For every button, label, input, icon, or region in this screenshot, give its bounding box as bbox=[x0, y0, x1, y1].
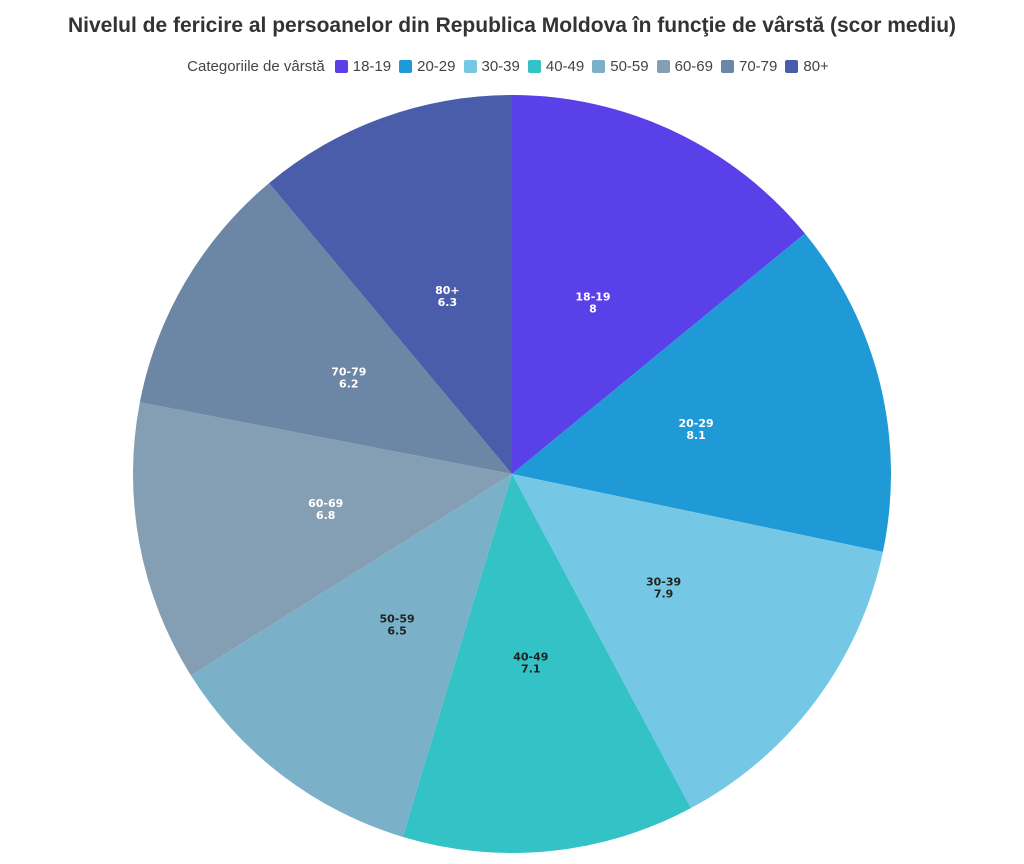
legend-swatch bbox=[656, 60, 670, 73]
slice-label-20-29: 20-29 8.1 bbox=[679, 417, 714, 442]
slice-category-label: 50-59 bbox=[380, 613, 415, 626]
slice-value-label: 8.1 bbox=[686, 429, 706, 442]
legend-item-18-19[interactable]: 18-19 bbox=[334, 58, 392, 75]
pie-slice-60-69[interactable] bbox=[133, 402, 512, 676]
pie-slice-80-plus[interactable] bbox=[269, 95, 512, 474]
pie-slice-70-79[interactable] bbox=[139, 183, 513, 474]
pie-labels: 18-19 8 20-29 8.1 30-39 7.9 40-49 7.1 50-59 6.5 60… bbox=[308, 284, 714, 676]
legend-label: 70-79 bbox=[739, 58, 778, 75]
legend-swatch bbox=[592, 60, 606, 73]
legend-item-70-79[interactable]: 70-79 bbox=[721, 58, 777, 75]
legend-title: Categoriile de vârstă bbox=[187, 58, 325, 75]
legend-item-20-29[interactable]: 20-29 bbox=[399, 58, 456, 75]
slice-category-label: 60-69 bbox=[308, 497, 343, 510]
pie-slices bbox=[133, 94, 892, 854]
legend-swatch bbox=[463, 60, 477, 73]
slice-label-30-39: 30-39 7.9 bbox=[646, 576, 681, 601]
slice-label-40-49: 40-49 7.1 bbox=[513, 651, 548, 676]
slice-value-label: 6.8 bbox=[316, 509, 336, 522]
legend-label: 50-59 bbox=[610, 58, 649, 75]
slice-category-label: 40-49 bbox=[513, 651, 548, 664]
legend-swatch bbox=[334, 60, 348, 73]
slice-value-label: 6.5 bbox=[387, 625, 407, 638]
legend-swatch bbox=[785, 60, 799, 73]
slice-category-label: 70-79 bbox=[331, 366, 366, 379]
pie-slice-50-59[interactable] bbox=[190, 474, 512, 837]
legend-label: 40-49 bbox=[545, 58, 585, 75]
slice-category-label: 20-29 bbox=[679, 417, 714, 430]
pie-slice-18-19[interactable] bbox=[512, 94, 805, 474]
slice-category-label: 30-39 bbox=[646, 576, 681, 589]
legend-item-50-59[interactable]: 50-59 bbox=[592, 58, 649, 75]
slice-value-label: 6.3 bbox=[438, 296, 458, 309]
legend-item-60-69[interactable]: 60-69 bbox=[656, 58, 713, 75]
slice-label-18-19: 18-19 8 bbox=[575, 291, 610, 316]
legend-swatch bbox=[399, 60, 413, 73]
slice-label-50-59: 50-59 6.5 bbox=[380, 613, 415, 638]
legend-item-40-49[interactable]: 40-49 bbox=[527, 58, 585, 75]
legend-label: 30-39 bbox=[481, 58, 520, 75]
legend-label: 18-19 bbox=[352, 58, 392, 75]
slice-value-label: 8 bbox=[589, 303, 597, 316]
legend-label: 20-29 bbox=[417, 58, 456, 75]
slice-category-label: 18-19 bbox=[575, 291, 610, 304]
legend: Categoriile de vârstă 18-19 20-29 30-39 … bbox=[0, 58, 1024, 75]
slice-value-label: 7.9 bbox=[654, 588, 674, 601]
legend-item-30-39[interactable]: 30-39 bbox=[463, 58, 520, 75]
slice-value-label: 6.2 bbox=[339, 378, 359, 391]
pie-slice-30-39[interactable] bbox=[512, 474, 883, 809]
chart-title: Nivelul de fericire al persoanelor din R… bbox=[67, 14, 957, 37]
legend-swatch bbox=[721, 60, 734, 73]
slice-label-70-79: 70-79 6.2 bbox=[331, 366, 366, 391]
slice-label-60-69: 60-69 6.8 bbox=[308, 497, 343, 522]
slice-value-label: 7.1 bbox=[521, 663, 541, 676]
legend-label: 80+ bbox=[803, 58, 829, 75]
legend-swatch bbox=[527, 60, 541, 73]
legend-label: 60-69 bbox=[674, 58, 713, 75]
pie-slice-40-49[interactable] bbox=[402, 474, 691, 854]
slice-category-label: 80+ bbox=[435, 284, 460, 297]
legend-item-80-plus[interactable]: 80+ bbox=[785, 58, 829, 75]
pie-slice-20-29[interactable] bbox=[512, 233, 892, 552]
slice-label-80-plus: 80+ 6.3 bbox=[435, 284, 460, 309]
